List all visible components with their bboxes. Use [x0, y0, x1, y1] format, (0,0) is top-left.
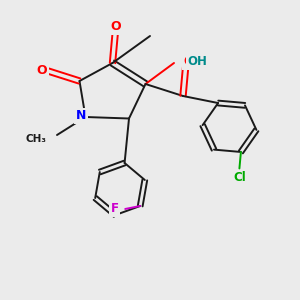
- Text: F: F: [111, 202, 119, 215]
- Text: Cl: Cl: [233, 171, 246, 184]
- Text: CH₃: CH₃: [26, 134, 46, 145]
- Text: N: N: [76, 109, 86, 122]
- Text: O: O: [110, 20, 121, 34]
- Text: OH: OH: [188, 55, 207, 68]
- Text: O: O: [184, 55, 194, 68]
- Text: O: O: [37, 64, 47, 77]
